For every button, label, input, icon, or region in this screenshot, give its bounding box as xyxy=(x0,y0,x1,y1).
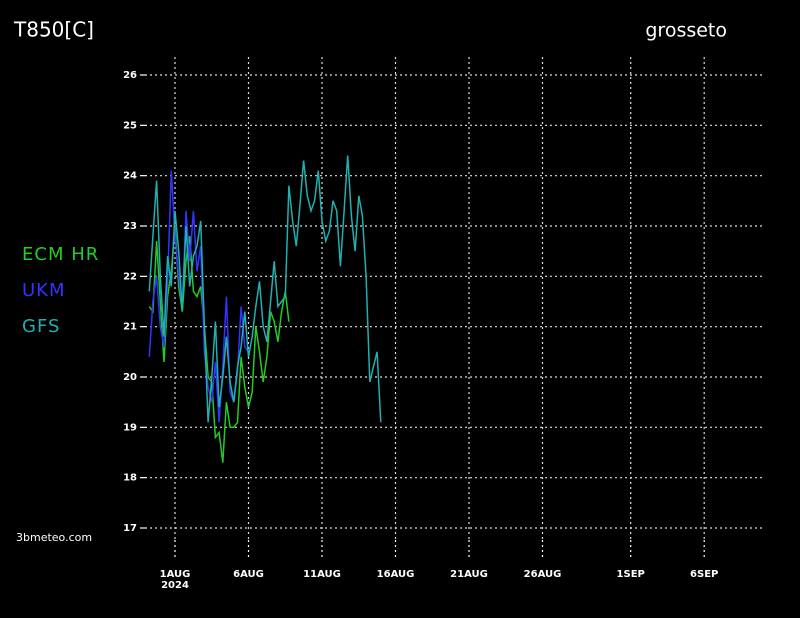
y-tick-label: 24 xyxy=(123,171,137,182)
x-tick-label: 6AUG xyxy=(233,569,264,580)
y-tick-label: 19 xyxy=(123,422,137,433)
x-tick-label: 6SEP xyxy=(690,569,718,580)
x-tick-label: 1SEP xyxy=(617,569,645,580)
chart-title: T850[C] xyxy=(13,18,94,42)
legend-entry: UKM xyxy=(22,280,66,301)
x-tick-label: 21AUG xyxy=(450,569,488,580)
x-tick-label: 16AUG xyxy=(377,569,415,580)
y-tick-label: 20 xyxy=(123,372,137,383)
y-tick-label: 26 xyxy=(123,70,137,81)
legend-entry: ECM HR xyxy=(22,244,99,265)
series-line xyxy=(148,155,382,423)
x-tick-label: 26AUG xyxy=(524,569,562,580)
x-tick-label: 11AUG xyxy=(303,569,341,580)
y-tick-label: 25 xyxy=(123,120,137,131)
legend-entry: GFS xyxy=(22,316,60,337)
location: grosseto xyxy=(645,20,727,42)
y-tick-label: 21 xyxy=(123,322,137,333)
y-tick-label: 23 xyxy=(123,221,137,232)
x-tick-sublabel: 2024 xyxy=(161,580,189,591)
series-line xyxy=(148,170,250,423)
y-tick-label: 18 xyxy=(123,473,137,484)
y-tick-label: 22 xyxy=(123,271,137,282)
y-tick-label: 17 xyxy=(123,523,137,534)
x-tick-label: 1AUG xyxy=(160,569,191,580)
credit: 3bmeteo.com xyxy=(16,531,92,544)
